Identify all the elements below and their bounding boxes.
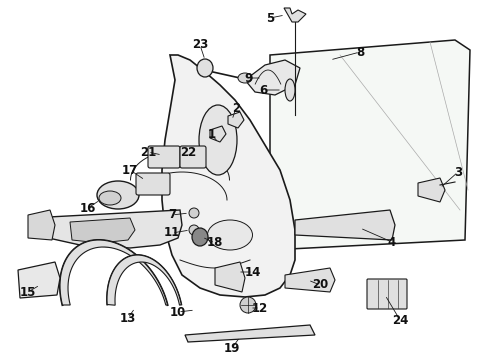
Text: 16: 16: [80, 202, 96, 215]
Text: 5: 5: [266, 12, 274, 24]
Text: 6: 6: [259, 84, 267, 96]
Polygon shape: [270, 40, 470, 250]
Text: 24: 24: [392, 314, 408, 327]
Ellipse shape: [99, 191, 121, 205]
Ellipse shape: [197, 59, 213, 77]
Text: 11: 11: [164, 226, 180, 239]
Ellipse shape: [207, 220, 252, 250]
Text: 9: 9: [244, 72, 252, 85]
Ellipse shape: [199, 105, 237, 175]
Ellipse shape: [285, 79, 295, 101]
Text: 10: 10: [170, 306, 186, 319]
Polygon shape: [162, 55, 295, 297]
Text: 4: 4: [388, 235, 396, 248]
Text: 12: 12: [252, 302, 268, 315]
Ellipse shape: [192, 228, 208, 246]
Polygon shape: [285, 268, 335, 292]
Polygon shape: [418, 178, 445, 202]
Text: 19: 19: [224, 342, 240, 355]
Text: 13: 13: [120, 311, 136, 324]
FancyBboxPatch shape: [148, 146, 180, 168]
Text: 17: 17: [122, 163, 138, 176]
Polygon shape: [18, 262, 60, 298]
Polygon shape: [30, 210, 182, 248]
Text: 14: 14: [245, 266, 261, 279]
Polygon shape: [28, 210, 55, 240]
Text: 18: 18: [207, 237, 223, 249]
Polygon shape: [60, 240, 168, 305]
Text: 15: 15: [20, 285, 36, 298]
Ellipse shape: [238, 73, 252, 83]
Text: 3: 3: [454, 166, 462, 179]
FancyBboxPatch shape: [367, 279, 407, 309]
Text: 20: 20: [312, 279, 328, 292]
Polygon shape: [284, 8, 306, 22]
Text: 22: 22: [180, 145, 196, 158]
Text: 1: 1: [208, 129, 216, 141]
Text: 21: 21: [140, 145, 156, 158]
Polygon shape: [245, 60, 300, 95]
Text: 7: 7: [168, 208, 176, 221]
Polygon shape: [107, 255, 181, 305]
Ellipse shape: [97, 181, 139, 209]
Text: 2: 2: [232, 102, 240, 114]
FancyBboxPatch shape: [180, 146, 206, 168]
Circle shape: [189, 225, 199, 235]
Polygon shape: [295, 210, 395, 240]
Polygon shape: [215, 262, 245, 292]
Polygon shape: [210, 126, 226, 142]
FancyBboxPatch shape: [136, 173, 170, 195]
Polygon shape: [70, 218, 135, 243]
Circle shape: [189, 208, 199, 218]
Circle shape: [240, 297, 256, 313]
Polygon shape: [185, 325, 315, 342]
Polygon shape: [228, 112, 244, 128]
Text: 23: 23: [192, 39, 208, 51]
Text: 8: 8: [356, 45, 364, 58]
